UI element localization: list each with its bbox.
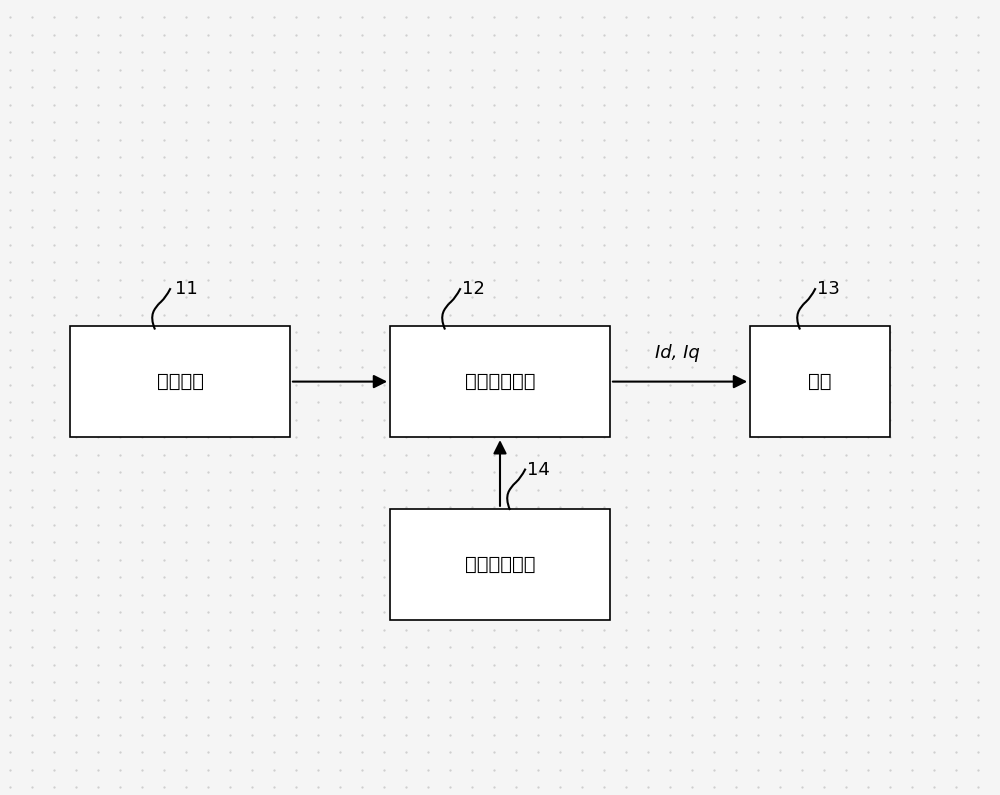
Text: 14: 14 bbox=[527, 460, 550, 479]
Text: 高压电容: 高压电容 bbox=[156, 372, 204, 391]
Text: 11: 11 bbox=[175, 280, 198, 298]
Text: Id, Iq: Id, Iq bbox=[655, 343, 699, 362]
FancyBboxPatch shape bbox=[750, 326, 890, 437]
Text: 电机控制模块: 电机控制模块 bbox=[465, 555, 535, 574]
Text: 电机: 电机 bbox=[808, 372, 832, 391]
FancyBboxPatch shape bbox=[390, 509, 610, 620]
FancyBboxPatch shape bbox=[390, 326, 610, 437]
FancyBboxPatch shape bbox=[70, 326, 290, 437]
Text: 电机驱动模块: 电机驱动模块 bbox=[465, 372, 535, 391]
Text: 13: 13 bbox=[817, 280, 840, 298]
Text: 12: 12 bbox=[462, 280, 485, 298]
